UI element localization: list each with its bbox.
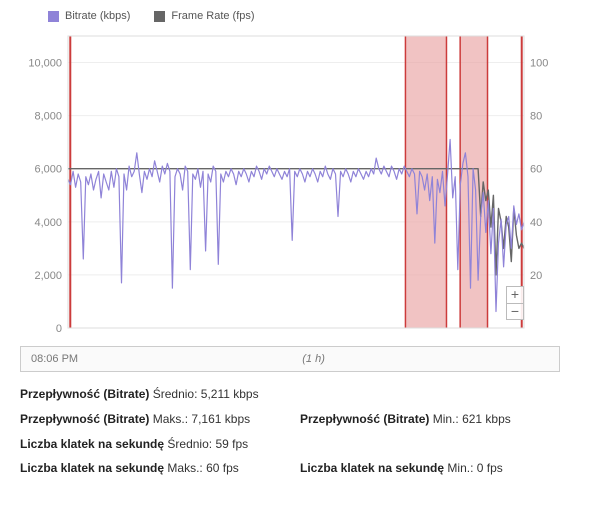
zoom-out-button[interactable]: − [507, 303, 523, 319]
svg-text:20: 20 [530, 270, 542, 282]
svg-text:8,000: 8,000 [34, 111, 62, 123]
zoom-in-button[interactable]: + [507, 287, 523, 303]
legend-framerate[interactable]: Frame Rate (fps) [154, 10, 254, 22]
stat-bitrate-min: Przepływność (Bitrate) Min.: 621 kbps [300, 411, 550, 428]
stats-block: Przepływność (Bitrate) Średnio: 5,211 kb… [20, 386, 560, 477]
time-start-label: 08:06 PM [31, 353, 78, 365]
time-duration-label: (1 h) [302, 353, 325, 365]
legend-bitrate-label: Bitrate (kbps) [65, 10, 130, 22]
chart-legend: Bitrate (kbps) Frame Rate (fps) [48, 10, 569, 22]
svg-text:80: 80 [530, 111, 542, 123]
svg-text:60: 60 [530, 164, 542, 176]
svg-text:100: 100 [530, 58, 548, 70]
bitrate-swatch [48, 11, 59, 22]
framerate-swatch [154, 11, 165, 22]
stat-fps-avg: Liczba klatek na sekundę Średnio: 59 fps [20, 436, 270, 453]
legend-framerate-label: Frame Rate (fps) [171, 10, 254, 22]
svg-text:40: 40 [530, 217, 542, 229]
svg-text:6,000: 6,000 [34, 164, 62, 176]
chart-svg: 0 2,000 4,000 6,000 8,000 10,000 20 40 60 80 100 [20, 28, 560, 338]
time-range-bar[interactable]: 08:06 PM (1 h) [20, 346, 560, 372]
legend-bitrate[interactable]: Bitrate (kbps) [48, 10, 130, 22]
svg-text:4,000: 4,000 [34, 217, 62, 229]
stat-bitrate-max: Przepływność (Bitrate) Maks.: 7,161 kbps [20, 411, 270, 428]
stat-fps-max: Liczba klatek na sekundę Maks.: 60 fps [20, 460, 270, 477]
svg-text:10,000: 10,000 [28, 58, 62, 70]
stat-bitrate-avg: Przepływność (Bitrate) Średnio: 5,211 kb… [20, 386, 270, 403]
svg-text:0: 0 [56, 323, 62, 335]
stat-fps-min: Liczba klatek na sekundę Min.: 0 fps [300, 460, 550, 477]
svg-text:2,000: 2,000 [34, 270, 62, 282]
zoom-controls: + − [506, 286, 524, 320]
chart-area[interactable]: 0 2,000 4,000 6,000 8,000 10,000 20 40 60 80 100 +… [20, 28, 560, 338]
